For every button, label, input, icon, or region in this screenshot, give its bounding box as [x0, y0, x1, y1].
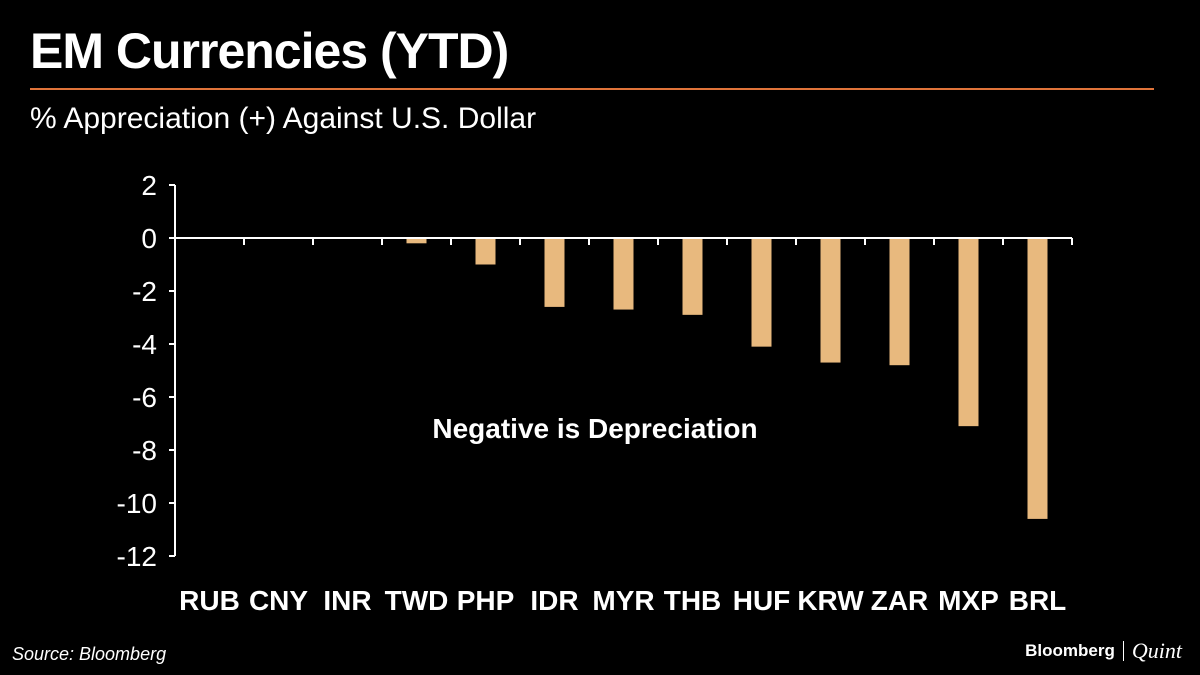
x-tick-label: KRW [797, 585, 864, 616]
x-tick-label: CNY [249, 585, 308, 616]
y-tick-label: -12 [117, 541, 157, 572]
bar-php [475, 238, 496, 265]
bar-mxp [958, 238, 979, 427]
x-tick-label: IDR [530, 585, 578, 616]
y-tick-label: -8 [132, 435, 157, 466]
y-tick-label: -6 [132, 382, 157, 413]
bar-thb [682, 238, 703, 315]
x-tick-label: ZAR [871, 585, 929, 616]
x-tick-label: MYR [592, 585, 654, 616]
x-tick-label: HUF [733, 585, 791, 616]
y-tick-label: -10 [117, 488, 157, 519]
y-tick-label: -4 [132, 329, 157, 360]
bar-brl [1027, 238, 1048, 519]
y-tick-label: -2 [132, 276, 157, 307]
x-tick-label: PHP [457, 585, 515, 616]
bar-huf [751, 238, 772, 347]
source-note: Source: Bloomberg [12, 644, 167, 664]
brand-name: Bloomberg [1025, 641, 1115, 660]
chart-subtitle: % Appreciation (+) Against U.S. Dollar [30, 102, 537, 135]
bar-twd [406, 238, 427, 244]
x-tick-label: INR [323, 585, 371, 616]
bar-idr [544, 238, 565, 307]
x-tick-label: MXP [938, 585, 999, 616]
chart-title: EM Currencies (YTD) [30, 23, 509, 79]
x-tick-label: BRL [1009, 585, 1067, 616]
brand-subname: Quint [1131, 638, 1182, 663]
brand-logo: Bloomberg Quint [1025, 638, 1182, 664]
y-tick-label: 2 [141, 170, 157, 201]
x-tick-label: THB [664, 585, 722, 616]
title-divider [30, 88, 1154, 90]
x-tick-label: TWD [385, 585, 449, 616]
y-tick-label: 0 [141, 223, 157, 254]
brand-separator [1122, 641, 1124, 661]
bar-zar [889, 238, 910, 366]
bar-krw [820, 238, 841, 363]
x-tick-label: RUB [179, 585, 240, 616]
chart-annotation: Negative is Depreciation [432, 413, 757, 444]
bar-myr [613, 238, 634, 310]
